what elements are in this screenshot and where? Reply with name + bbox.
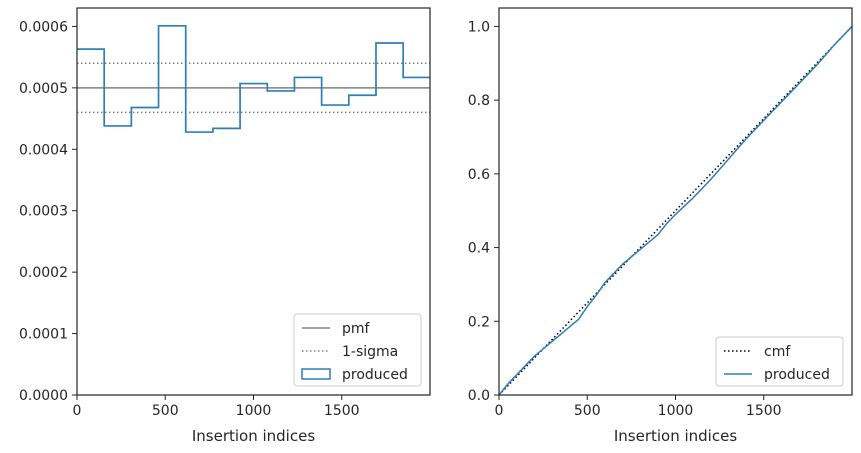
x-tick-label: 0 (73, 403, 82, 419)
y-tick-label: 0.0 (468, 388, 490, 404)
series-line-produced (498, 25, 853, 396)
y-tick-label: 0.0005 (19, 81, 68, 97)
series-line-cmf (498, 25, 853, 396)
y-tick-label: 0.0001 (19, 327, 68, 343)
y-tick-label: 0.0000 (19, 388, 68, 404)
x-axis-label: Insertion indices (614, 427, 737, 445)
y-tick-label: 0.0002 (19, 265, 68, 281)
x-tick-label: 500 (152, 403, 179, 419)
x-tick-label: 0 (495, 403, 504, 419)
y-tick-label: 0.0004 (19, 142, 68, 158)
x-tick-label: 1500 (324, 403, 360, 419)
y-tick-label: 0.6 (468, 167, 490, 183)
legend-swatch-produced (301, 368, 331, 380)
y-tick-label: 1.0 (468, 19, 490, 35)
y-tick-label: 0.2 (468, 314, 490, 330)
legend-label: produced (342, 367, 408, 383)
x-tick-label: 1500 (746, 403, 782, 419)
y-tick-label: 0.0003 (19, 204, 68, 220)
y-tick-label: 0.8 (468, 93, 490, 109)
legend-label: 1-sigma (342, 344, 398, 360)
x-tick-label: 500 (574, 403, 601, 419)
y-tick-label: 0.4 (468, 241, 490, 257)
x-tick-label: 1000 (658, 403, 694, 419)
y-tick-label: 0.0006 (19, 19, 68, 35)
legend: cmf produced (715, 336, 844, 387)
x-axis-label: Insertion indices (192, 427, 315, 445)
legend-label: produced (764, 367, 830, 383)
cmf-panel: 0 500 1000 1500 0.0 0.2 0.4 0.6 0.8 1.0 Insertion … (468, 7, 853, 445)
series-line-produced (77, 24, 430, 133)
legend-box (293, 313, 422, 387)
legend: pmf 1-sigma produced (293, 313, 422, 387)
pmf-panel: 0 500 1000 1500 0.0000 0.0001 0.0002 0.0003 0.00… (19, 7, 431, 445)
legend-label: pmf (342, 321, 371, 337)
legend-label: cmf (764, 344, 791, 360)
x-tick-label: 1000 (236, 403, 272, 419)
